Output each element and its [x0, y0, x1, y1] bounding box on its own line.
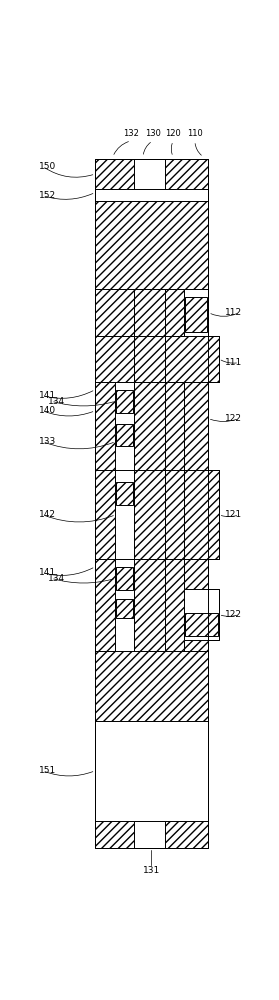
Bar: [165, 821, 208, 848]
Bar: [165, 559, 184, 651]
Text: 131: 131: [143, 866, 160, 875]
Bar: [116, 424, 133, 446]
Bar: [134, 158, 165, 189]
Text: 110: 110: [187, 129, 203, 138]
Text: 134: 134: [48, 397, 65, 406]
Text: 133: 133: [39, 437, 56, 446]
Bar: [165, 158, 208, 189]
Bar: [165, 382, 184, 470]
Bar: [116, 482, 133, 505]
Bar: [165, 336, 219, 382]
Bar: [134, 559, 165, 651]
Bar: [134, 289, 165, 336]
Text: 122: 122: [225, 610, 242, 619]
Bar: [115, 470, 134, 559]
Bar: [95, 189, 208, 201]
Bar: [95, 382, 115, 470]
Bar: [116, 567, 133, 590]
Text: 111: 111: [225, 358, 242, 367]
Bar: [95, 651, 208, 721]
Text: 122: 122: [225, 414, 242, 423]
Bar: [134, 821, 165, 848]
Bar: [165, 289, 184, 336]
Text: 130: 130: [145, 129, 161, 138]
Bar: [184, 470, 219, 559]
Bar: [184, 289, 208, 336]
Bar: [185, 613, 218, 636]
Text: 132: 132: [123, 129, 139, 138]
Bar: [95, 201, 208, 289]
Bar: [184, 589, 219, 640]
Bar: [115, 559, 134, 651]
Bar: [184, 559, 208, 651]
Text: 142: 142: [39, 510, 56, 519]
Bar: [134, 470, 165, 559]
Text: 150: 150: [39, 162, 56, 171]
Bar: [95, 470, 115, 559]
Text: 120: 120: [165, 129, 181, 138]
Bar: [95, 559, 115, 651]
Bar: [116, 599, 133, 618]
Bar: [95, 289, 134, 336]
Text: 141: 141: [39, 568, 56, 577]
Text: 141: 141: [39, 391, 56, 400]
Text: 121: 121: [225, 510, 242, 519]
Text: 112: 112: [225, 308, 242, 317]
Bar: [185, 297, 207, 332]
Bar: [134, 336, 165, 382]
Bar: [95, 336, 134, 382]
Bar: [134, 382, 165, 470]
Bar: [115, 382, 134, 470]
Bar: [95, 158, 134, 189]
Bar: [95, 821, 134, 848]
Text: 134: 134: [48, 574, 65, 583]
Bar: [95, 721, 208, 821]
Text: 152: 152: [39, 191, 56, 200]
Bar: [116, 389, 133, 413]
Bar: [184, 382, 208, 470]
Bar: [165, 470, 184, 559]
Text: 151: 151: [39, 766, 56, 775]
Text: 140: 140: [39, 406, 56, 415]
